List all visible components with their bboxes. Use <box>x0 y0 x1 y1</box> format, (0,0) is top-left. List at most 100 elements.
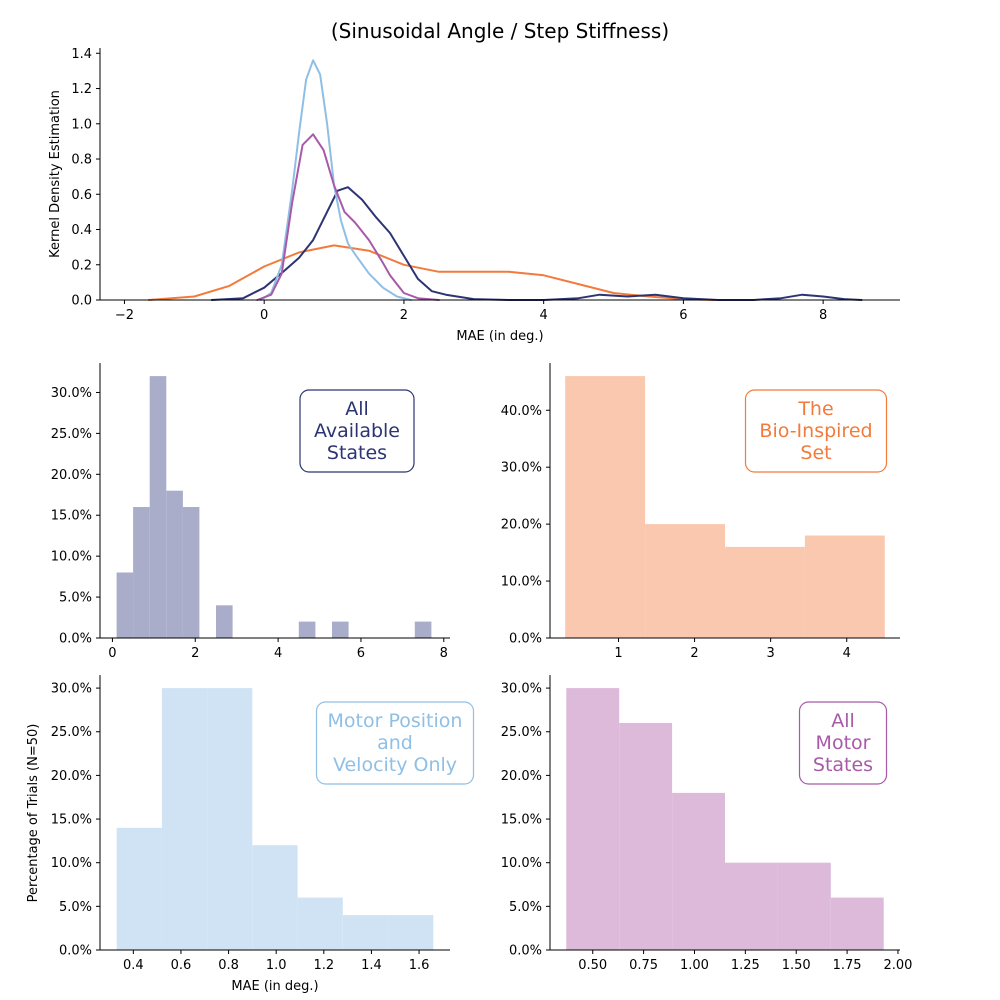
kde-series-line-all_motor <box>256 133 440 301</box>
y-tick-label: 30.0% <box>501 461 542 476</box>
x-tick-label: 0.75 <box>629 958 658 973</box>
x-tick-label: 1.50 <box>782 958 811 973</box>
kde-panel: −2 0 2 4 6 8 0.0 0.2 0.4 0.6 0.8 1.0 1.2 1.4 MAE (in d… <box>48 47 900 344</box>
histogram-bar <box>216 605 233 638</box>
y-tick-label: 0.4 <box>71 223 92 238</box>
label-box <box>315 701 475 785</box>
y-tick-label: 0.8 <box>71 153 92 168</box>
kde-series-line-motor_pos_vel <box>259 59 412 301</box>
label-box-text: All <box>831 710 855 732</box>
histogram-bar <box>645 524 725 638</box>
kde-series-line-all_states <box>210 186 863 301</box>
x-tick-label: 1.6 <box>409 958 430 973</box>
histogram-bar <box>133 507 150 638</box>
histogram-bar <box>725 546 805 638</box>
y-tick-label: 0.0% <box>59 944 92 959</box>
label-box-text: Motor <box>816 732 871 754</box>
y-tick-label: 10.0% <box>501 575 542 590</box>
y-tick-label: 0.0% <box>59 632 92 647</box>
x-tick-label: 6 <box>357 646 365 661</box>
y-tick-label: 10.0% <box>51 550 92 565</box>
figure-title: (Sinusoidal Angle / Step Stiffness) <box>331 19 669 43</box>
histogram-bar <box>830 897 884 950</box>
histogram-bar <box>725 862 778 950</box>
label-box-text: Motor Position <box>328 710 463 732</box>
y-tick-label: 20.0% <box>501 769 542 784</box>
y-tick-label: 30.0% <box>501 682 542 697</box>
x-tick-label: 1.25 <box>731 958 760 973</box>
y-tick-label: 0.0% <box>509 944 542 959</box>
x-tick-label: 2 <box>191 646 199 661</box>
x-tick-label: −2 <box>115 308 134 323</box>
histogram-bar <box>332 621 349 638</box>
y-tick-label: 5.0% <box>59 591 92 606</box>
histogram-motor-position-velocity: 0.4 0.6 0.8 1.0 1.2 1.4 1.6 0.0% 5.0% 10.0% 15.0% 2… <box>51 675 475 994</box>
label-box-text: Bio-Inspired <box>759 420 872 442</box>
y-tick-label: 25.0% <box>51 427 92 442</box>
y-tick-label: 1.0 <box>71 117 92 132</box>
histogram-bar <box>149 376 167 638</box>
histogram-all-available-states: 0 2 4 6 8 0.0% 5.0% 10.0% 15.0% 20.0% 25.0% 30.0% Al… <box>51 363 450 661</box>
histogram-bar <box>388 915 434 950</box>
y-tick-label: 40.0% <box>501 404 542 419</box>
x-tick-label: 4 <box>274 646 282 661</box>
kde-series-line-bio_inspired <box>147 244 716 301</box>
histogram-bar <box>297 897 343 950</box>
x-tick-label: 0.6 <box>171 958 192 973</box>
histogram-bar <box>565 376 646 638</box>
histogram-bar <box>298 621 316 638</box>
x-tick-label: 1 <box>614 646 622 661</box>
x-tick-label: 3 <box>767 646 775 661</box>
y-tick-label: 15.0% <box>51 509 92 524</box>
label-box-text: Velocity Only <box>333 754 457 776</box>
label-box <box>798 701 888 785</box>
histogram-bar <box>161 688 208 950</box>
label-box-text: Set <box>800 442 831 464</box>
y-tick-label: 15.0% <box>501 813 542 828</box>
x-tick-label: 4 <box>540 308 548 323</box>
y-axis-label: Kernel Density Estimation <box>48 90 63 258</box>
histogram-bar <box>777 862 831 950</box>
x-tick-label: 0 <box>260 308 268 323</box>
x-tick-label: 1.2 <box>313 958 334 973</box>
x-tick-label: 6 <box>679 308 687 323</box>
x-axis-label: MAE (in deg.) <box>456 329 543 344</box>
x-tick-label: 2 <box>690 646 698 661</box>
y-tick-label: 0.0 <box>71 294 92 309</box>
histogram-bar <box>116 572 134 638</box>
y-tick-label: 25.0% <box>501 725 542 740</box>
label-box-text: States <box>813 754 873 776</box>
label-box <box>299 389 415 473</box>
x-axis-label: MAE (in deg.) <box>231 979 318 994</box>
y-tick-label: 30.0% <box>51 386 92 401</box>
histogram-bar <box>342 915 389 950</box>
x-tick-label: 8 <box>819 308 827 323</box>
label-box-text: Available <box>314 420 400 442</box>
histogram-bio-inspired-set: 1 2 3 40.0%10.0%20.0%30.0%40.0% TheBio-Inspi… <box>501 363 900 661</box>
y-tick-label: 10.0% <box>51 856 92 871</box>
x-tick-label: 4 <box>843 646 851 661</box>
x-tick-label: 8 <box>440 646 448 661</box>
label-box-text: All <box>345 398 369 420</box>
histogram-bar <box>566 688 620 950</box>
histogram-bar <box>672 792 725 950</box>
x-tick-label: 1.75 <box>833 958 862 973</box>
y-tick-label: 10.0% <box>501 856 542 871</box>
y-tick-label: 1.4 <box>71 47 92 62</box>
y-tick-label: 1.2 <box>71 82 92 97</box>
histogram-bar <box>804 535 885 638</box>
y-tick-label: 15.0% <box>51 813 92 828</box>
histogram-bar <box>166 490 183 638</box>
x-tick-label: 0.8 <box>218 958 239 973</box>
histogram-bar <box>182 507 200 638</box>
histogram-all-motor-states: 0.50 0.75 1.00 1.25 1.50 1.75 2.00 0.0% 5.0% 10.0… <box>501 675 912 973</box>
x-tick-label: 2 <box>400 308 408 323</box>
histogram-bar <box>619 723 673 950</box>
x-tick-label: 1.4 <box>361 958 382 973</box>
label-box-text: The <box>797 398 833 420</box>
x-tick-label: 0 <box>108 646 116 661</box>
x-tick-label: 0.50 <box>578 958 607 973</box>
histogram-bar <box>116 827 162 950</box>
y-tick-label: 0.2 <box>71 258 92 273</box>
